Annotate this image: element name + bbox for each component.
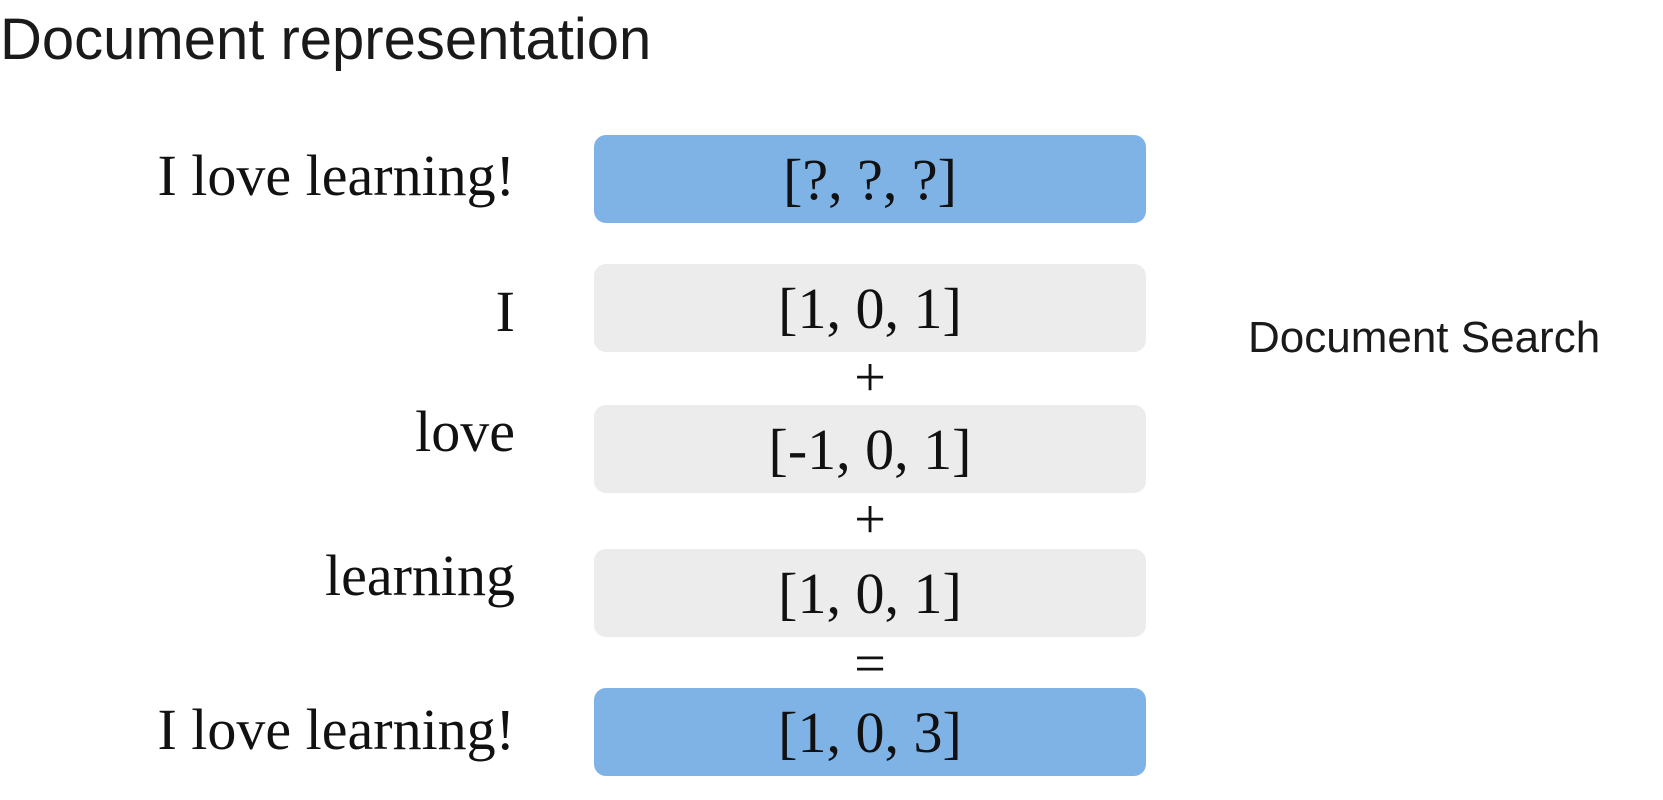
equals-operator: = xyxy=(854,633,886,695)
slide-title: Document representation xyxy=(0,7,652,72)
result-sentence-label: I love learning! xyxy=(157,697,515,762)
result-vector-box: [1, 0, 3] xyxy=(594,688,1146,776)
document-search-label: Document Search xyxy=(1248,313,1601,362)
result-vector-text: [1, 0, 3] xyxy=(778,699,962,765)
query-vector-text: [?, ?, ?] xyxy=(783,146,957,212)
query-sentence-label: I love learning! xyxy=(157,143,515,208)
word-vector-box-learning: [1, 0, 1] xyxy=(594,549,1146,637)
word-label-learning: learning xyxy=(324,543,515,608)
word-label-love: love xyxy=(415,399,515,464)
word-vector-text-learning: [1, 0, 1] xyxy=(778,560,962,626)
word-vector-text-love: [-1, 0, 1] xyxy=(768,416,972,482)
plus-operator-1: + xyxy=(854,347,886,409)
query-vector-box: [?, ?, ?] xyxy=(594,135,1146,223)
word-vector-box-i: [1, 0, 1] xyxy=(594,264,1146,352)
plus-operator-2: + xyxy=(854,489,886,551)
word-vector-text-i: [1, 0, 1] xyxy=(778,275,962,341)
word-label-i: I xyxy=(495,279,515,344)
word-vector-box-love: [-1, 0, 1] xyxy=(594,405,1146,493)
